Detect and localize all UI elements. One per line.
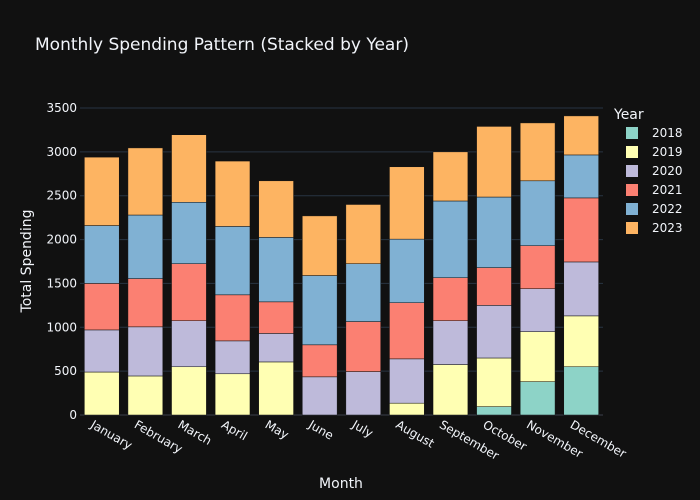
bar-segment[interactable]: [563, 154, 599, 199]
legend-item-label[interactable]: 2022: [652, 202, 683, 216]
bar-segment[interactable]: [432, 364, 469, 416]
bar-segment[interactable]: [171, 263, 207, 321]
bar-segment[interactable]: [258, 301, 294, 334]
y-axis-label: Total Spending: [19, 210, 35, 314]
legend-swatch[interactable]: [626, 184, 638, 196]
legend-swatch[interactable]: [626, 146, 638, 158]
bar-segment[interactable]: [84, 329, 120, 373]
bar-segment[interactable]: [171, 366, 207, 416]
legend-item-label[interactable]: 2018: [652, 126, 683, 140]
bar-segment[interactable]: [258, 237, 294, 303]
bar-segment[interactable]: [389, 402, 425, 416]
bar-segment[interactable]: [127, 278, 164, 328]
bar-segment[interactable]: [519, 122, 556, 182]
bar-segment[interactable]: [476, 357, 512, 407]
legend-swatch[interactable]: [626, 203, 638, 215]
bar-segment[interactable]: [171, 320, 207, 368]
bar-segment[interactable]: [389, 302, 425, 360]
y-tick-label: 1500: [46, 276, 77, 290]
bar-segment[interactable]: [84, 371, 120, 416]
bar-segment[interactable]: [302, 376, 338, 416]
legend-item-label[interactable]: 2023: [652, 221, 683, 235]
bar-segment[interactable]: [389, 358, 425, 404]
bar-segment[interactable]: [345, 204, 381, 264]
bar-segment[interactable]: [345, 371, 381, 416]
legend-swatch[interactable]: [626, 222, 638, 234]
y-axis-ticks: 0 500 1000 1500 2000 2500 3000 3500: [46, 101, 77, 422]
bar-segment[interactable]: [432, 277, 469, 321]
bar-segment[interactable]: [127, 147, 164, 216]
bars[interactable]: [84, 115, 599, 416]
bar-segment[interactable]: [171, 134, 207, 203]
bar-segment[interactable]: [389, 238, 425, 303]
bar-segment[interactable]: [476, 267, 512, 306]
chart-title: Monthly Spending Pattern (Stacked by Yea…: [35, 35, 409, 55]
bar-segment[interactable]: [345, 321, 381, 372]
bar-segment[interactable]: [519, 381, 556, 416]
y-tick-label: 2500: [46, 189, 77, 203]
bar-segment[interactable]: [258, 180, 294, 238]
y-tick-label: 0: [69, 408, 77, 422]
gridlines: [80, 107, 603, 416]
bar-segment[interactable]: [171, 202, 207, 264]
legend-swatch[interactable]: [626, 165, 638, 177]
bar-segment[interactable]: [476, 196, 512, 268]
legend[interactable]: Year 2018 2019 2020 2021 2022 2023: [613, 107, 683, 235]
bar-segment[interactable]: [214, 226, 251, 296]
bar-segment[interactable]: [476, 406, 512, 416]
bar-segment[interactable]: [563, 115, 599, 156]
legend-title: Year: [613, 107, 644, 123]
y-tick-label: 2000: [46, 233, 77, 247]
bar-segment[interactable]: [432, 200, 469, 278]
bar-segment[interactable]: [563, 366, 599, 416]
bar-segment[interactable]: [519, 331, 556, 382]
bar-segment[interactable]: [302, 215, 338, 276]
bar-segment[interactable]: [302, 344, 338, 378]
bar-segment[interactable]: [84, 283, 120, 331]
bar-segment[interactable]: [214, 294, 251, 342]
bar-segment[interactable]: [258, 333, 294, 363]
y-tick-label: 3000: [46, 145, 77, 159]
bar-segment[interactable]: [214, 373, 251, 416]
bar-segment[interactable]: [519, 180, 556, 246]
y-tick-label: 1000: [46, 320, 77, 334]
bar-segment[interactable]: [563, 197, 599, 263]
bar-segment[interactable]: [476, 126, 512, 198]
bar-segment[interactable]: [127, 214, 164, 279]
x-axis-label: Month: [319, 476, 363, 492]
bar-segment[interactable]: [127, 375, 164, 416]
bar-segment[interactable]: [563, 261, 599, 317]
bar-segment[interactable]: [127, 326, 164, 377]
bar-segment[interactable]: [258, 361, 294, 416]
y-tick-label: 3500: [46, 101, 77, 115]
bar-segment[interactable]: [432, 320, 469, 365]
legend-item-label[interactable]: 2019: [652, 145, 683, 159]
legend-item-label[interactable]: 2021: [652, 183, 683, 197]
bar-segment[interactable]: [519, 245, 556, 289]
bar-segment[interactable]: [389, 166, 425, 240]
bar-segment[interactable]: [302, 275, 338, 346]
bar-segment[interactable]: [563, 315, 599, 368]
legend-item-label[interactable]: 2020: [652, 164, 683, 178]
legend-swatch[interactable]: [626, 127, 638, 139]
bar-segment[interactable]: [519, 288, 556, 332]
bar-segment[interactable]: [476, 305, 512, 359]
bar-segment[interactable]: [214, 160, 251, 227]
bar-segment[interactable]: [84, 156, 120, 226]
bar-segment[interactable]: [345, 263, 381, 322]
y-tick-label: 500: [54, 364, 77, 378]
bar-segment[interactable]: [214, 340, 251, 375]
bar-segment[interactable]: [432, 151, 469, 202]
bar-segment[interactable]: [84, 225, 120, 284]
